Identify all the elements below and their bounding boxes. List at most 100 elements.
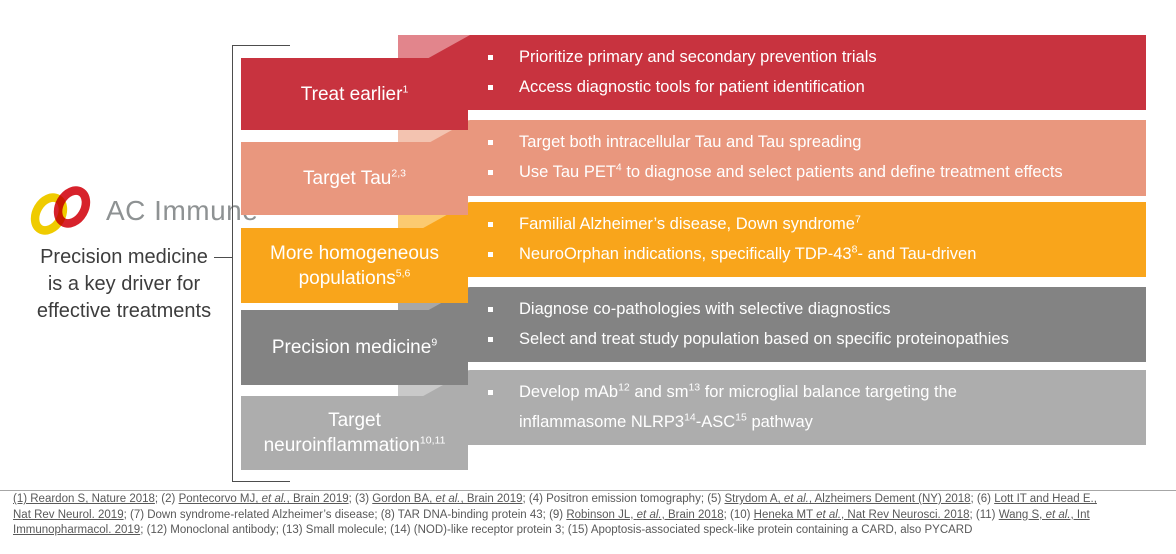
citation-link[interactable]: Gordon BA,	[372, 493, 436, 505]
bullet-text: Use Tau PET4 to diagnose and select pati…	[519, 157, 1063, 187]
citation-link[interactable]: , Brain 2018	[661, 508, 724, 521]
bullet-item: Access diagnostic tools for patient iden…	[488, 72, 1128, 102]
citation-link[interactable]: , Brain 2019	[460, 493, 523, 505]
connector-line	[214, 257, 232, 258]
superscript-ref: 15	[735, 411, 747, 424]
footnote-line: Nat Rev Neurol. 2019; (7) Down syndrome-…	[13, 508, 1173, 524]
label-homogeneous-populations: More homogeneous populations5,6	[241, 228, 468, 303]
bullet-square-icon	[488, 307, 493, 312]
superscript-ref: 5,6	[395, 267, 411, 280]
text-segment: pathway	[746, 413, 813, 431]
intro-line: effective treatments	[36, 300, 212, 322]
text-segment: -ASC	[695, 413, 736, 431]
bullet-item: Familial Alzheimer’s disease, Down syndr…	[488, 209, 1128, 239]
text-segment: - and Tau-driven	[857, 245, 977, 263]
label-text: Precision medicine9	[272, 335, 437, 360]
text-segment: Select and treat study population based …	[519, 330, 1009, 348]
text-segment: Target Tau	[303, 168, 392, 189]
text-segment: Diagnose co-pathologies with selective d…	[519, 300, 891, 318]
label-treat-earlier: Treat earlier1	[241, 58, 468, 130]
text-segment: Prioritize primary and secondary prevent…	[519, 48, 877, 66]
bullet-text: Familial Alzheimer’s disease, Down syndr…	[519, 209, 861, 239]
citation-link[interactable]: Heneka MT	[753, 508, 817, 521]
footnote-divider	[0, 490, 1176, 491]
citation-link[interactable]: et al.	[783, 493, 809, 505]
bullet-item: Select and treat study population based …	[488, 324, 1128, 354]
bullet-text: Diagnose co-pathologies with selective d…	[519, 294, 890, 324]
bullet-square-icon	[488, 337, 493, 342]
bullet-text: Prioritize primary and secondary prevent…	[519, 42, 877, 72]
superscript-ref: 13	[688, 381, 701, 394]
citation-link[interactable]: , Nat Rev Neurosci. 2018	[841, 508, 970, 521]
label-text: Target Tau2,3	[303, 166, 406, 191]
bullet-square-icon	[488, 222, 493, 227]
text-segment: Develop mAb	[519, 383, 619, 401]
text-segment: More homogeneous populations	[270, 242, 439, 289]
content-band-homogeneous-populations: Familial Alzheimer’s disease, Down syndr…	[398, 202, 1146, 277]
text-segment: to diagnose and select patients and defi…	[621, 163, 1063, 181]
logo-rings-icon	[30, 186, 91, 235]
text-segment: ; (4) Positron emission tomography; (5)	[522, 493, 725, 505]
band-bullets: Prioritize primary and secondary prevent…	[398, 35, 1146, 102]
citation-link[interactable]: Wang S,	[998, 508, 1046, 521]
footnotes: (1) Reardon S, Nature 2018; (2) Pontecor…	[13, 492, 1173, 539]
citation-link[interactable]: , Brain 2019	[286, 493, 349, 505]
citation-link[interactable]: et al.	[261, 493, 287, 505]
text-segment: Precision medicine	[271, 337, 432, 358]
band-bullets: Diagnose co-pathologies with selective d…	[398, 287, 1146, 354]
text-segment: NeuroOrphan indications, specifically TD…	[519, 245, 852, 263]
content-band-treat-earlier: Prioritize primary and secondary prevent…	[398, 35, 1146, 110]
citation-link[interactable]: Strydom A,	[724, 493, 784, 505]
bullet-item: Use Tau PET4 to diagnose and select pati…	[488, 157, 1128, 187]
bullet-square-icon	[488, 85, 493, 90]
content-band-target-tau: Target both intracellular Tau and Tau sp…	[398, 120, 1146, 196]
text-segment: Familial Alzheimer’s disease, Down syndr…	[519, 215, 855, 233]
citation-link[interactable]: Robinson JL,	[566, 508, 637, 521]
bullet-square-icon	[488, 252, 493, 257]
band-bullets: Develop mAb12 and sm13 for microglial ba…	[398, 370, 1146, 437]
text-segment: Target both intracellular Tau and Tau sp…	[519, 133, 862, 151]
label-text: Treat earlier1	[301, 82, 409, 107]
superscript-ref: 9	[431, 336, 438, 349]
citation-link[interactable]: , Int	[1070, 508, 1090, 521]
citation-link[interactable]: et al.	[816, 508, 842, 521]
superscript-ref: 12	[618, 381, 630, 394]
text-segment: ; (7) Down syndrome-related Alzheimer’s …	[123, 508, 567, 521]
superscript-ref: 8	[851, 243, 858, 256]
citation-link[interactable]: Immunopharmacol. 2019	[13, 524, 141, 537]
bullet-text: Develop mAb12 and sm13 for microglial ba…	[519, 377, 957, 437]
text-segment: ; (11)	[969, 508, 999, 521]
intro-statement: Precision medicine is a key driver for e…	[28, 244, 220, 325]
citation-link[interactable]: Nat Rev Neurol. 2019	[13, 508, 124, 521]
bullet-text: Access diagnostic tools for patient iden…	[519, 72, 865, 102]
bullet-square-icon	[488, 140, 493, 145]
label-target-tau: Target Tau2,3	[241, 142, 468, 215]
bullet-text: NeuroOrphan indications, specifically TD…	[519, 239, 976, 269]
bullet-square-icon	[488, 390, 493, 395]
footnote-line: Immunopharmacol. 2019; (12) Monoclonal a…	[13, 523, 1173, 539]
text-segment: ; (12) Monoclonal antibody; (13) Small m…	[140, 524, 973, 537]
citation-link[interactable]: et al.	[435, 493, 461, 505]
citation-link[interactable]: et al.	[1045, 508, 1071, 521]
bullet-square-icon	[488, 55, 493, 60]
intro-line: is a key driver for	[47, 273, 201, 295]
footnote-line: (1) Reardon S, Nature 2018; (2) Pontecor…	[13, 492, 1173, 508]
text-segment: Treat earlier	[300, 83, 403, 105]
text-segment: for microglial balance targeting the	[700, 383, 957, 401]
citation-link[interactable]: Pontecorvo MJ,	[178, 493, 262, 505]
label-target-neuroinflammation: Target neuroinflammation10,11	[241, 396, 468, 470]
ac-immune-logo: AC Immune	[26, 186, 258, 236]
text-segment: and sm	[629, 383, 689, 401]
citation-link[interactable]: et al.	[636, 508, 662, 521]
text-segment: inflammasome NLRP3	[519, 413, 685, 431]
band-bullets: Target both intracellular Tau and Tau sp…	[398, 120, 1146, 187]
label-precision-medicine: Precision medicine9	[241, 310, 468, 385]
superscript-ref: 14	[684, 411, 696, 424]
intro-line: Precision medicine	[40, 246, 208, 268]
content-band-target-neuroinflammation: Develop mAb12 and sm13 for microglial ba…	[398, 370, 1146, 445]
citation-link[interactable]: (1) Reardon S, Nature 2018	[13, 493, 155, 505]
citation-link[interactable]: Lott IT and Head E.,	[994, 493, 1097, 505]
bullet-item: Diagnose co-pathologies with selective d…	[488, 294, 1128, 324]
citation-link[interactable]: , Alzheimers Dement (NY) 2018	[808, 493, 971, 505]
